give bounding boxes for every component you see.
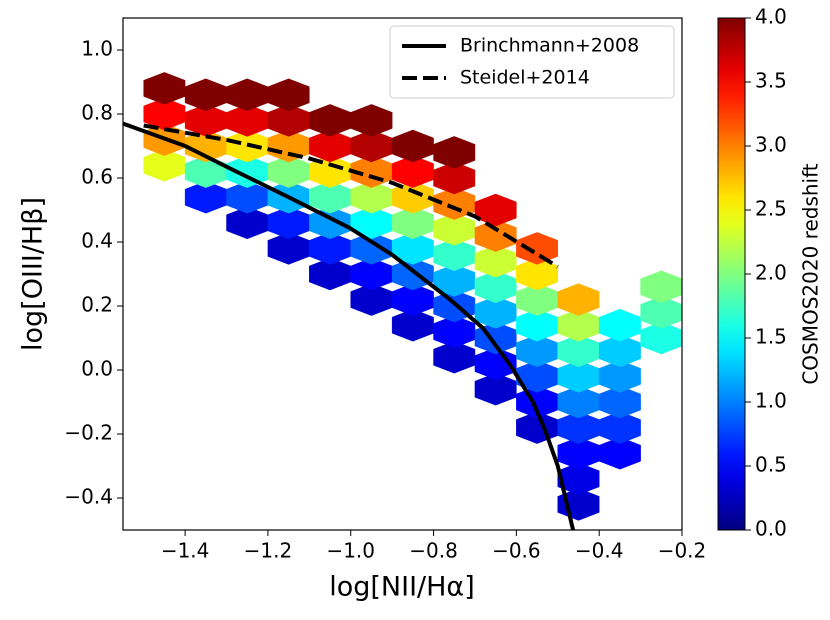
y-tick-label: −0.4	[64, 485, 113, 509]
legend-box	[389, 25, 675, 99]
x-tick-label: −0.6	[492, 539, 541, 563]
hexbin	[433, 340, 476, 374]
line	[123, 121, 576, 530]
hexbin	[350, 104, 393, 137]
hexbin	[391, 308, 434, 342]
hexbin	[226, 78, 269, 112]
y-axis-label: log[OIII/Hβ]	[18, 197, 49, 351]
hexbin	[557, 283, 600, 316]
hexbin	[640, 296, 682, 329]
line	[143, 123, 559, 269]
line-layer	[123, 121, 576, 530]
hexbin	[640, 321, 682, 355]
colorbar-tick-label: 1.0	[755, 389, 787, 413]
hexbin	[391, 257, 434, 291]
y-tick-label: 0.6	[81, 165, 113, 189]
hexbin	[391, 180, 434, 214]
hexbin	[433, 238, 476, 272]
hexbin	[598, 308, 641, 342]
colorbar-tick-label: 3.0	[755, 133, 787, 157]
hexbin	[474, 219, 517, 252]
colorbar-tick-label: 1.5	[755, 325, 787, 349]
x-tick-label: −0.4	[575, 539, 624, 563]
y-tick-label: 1.0	[81, 37, 113, 61]
hexbin	[309, 104, 351, 137]
hexbin	[184, 78, 227, 112]
colorbar-tick-label: 0.5	[755, 453, 787, 477]
y-tick-label: −0.2	[64, 421, 113, 445]
colorbar-tick-label: 4.0	[755, 5, 787, 29]
hexbin	[598, 360, 641, 393]
hexbin	[474, 193, 517, 227]
colorbar	[717, 17, 746, 531]
y-tick-label: 0.2	[81, 293, 113, 317]
plot-frame	[122, 17, 683, 531]
x-tick-label: −0.2	[658, 539, 707, 563]
hexbin	[267, 78, 310, 112]
hexbin	[433, 212, 476, 246]
hexbin	[598, 385, 641, 419]
hexbin	[433, 187, 476, 220]
hexbin	[516, 232, 559, 265]
hexbin	[391, 232, 434, 265]
legend-label: Steidel+2014	[460, 67, 590, 89]
x-axis-label: log[NII/Hα]	[329, 572, 475, 603]
legend-label: Brinchmann+2008	[460, 35, 639, 57]
y-tick-label: 0.8	[81, 101, 113, 125]
colorbar-tick-label: 2.0	[755, 261, 787, 285]
hexbin	[391, 129, 434, 163]
colorbar-tick-label: 0.0	[755, 517, 787, 541]
y-tick-label: 0.0	[81, 357, 113, 381]
hexbin	[143, 72, 186, 105]
x-tick-label: −0.8	[409, 539, 458, 563]
hexbin	[640, 270, 682, 304]
colorbar-tick-label: 2.5	[755, 197, 787, 221]
hexbin-layer	[143, 72, 682, 521]
hexbin	[433, 161, 476, 195]
hexbin	[598, 411, 641, 444]
hexbin	[391, 155, 434, 188]
hexbin	[433, 264, 476, 297]
hexbin	[598, 436, 641, 470]
x-tick-label: −1.0	[326, 539, 375, 563]
colorbar-tick-label: 3.5	[755, 69, 787, 93]
hexbin	[433, 136, 476, 169]
hexbin	[391, 283, 434, 316]
legend: Brinchmann+2008 Steidel+2014	[389, 25, 675, 99]
x-tick-label: −1.4	[161, 539, 210, 563]
colorbar-label: COSMOS2020 redshift	[799, 163, 823, 384]
x-tick-label: −1.2	[244, 539, 293, 563]
y-tick-label: 0.4	[81, 229, 113, 253]
hexbin	[143, 148, 186, 182]
hexbin	[391, 206, 434, 240]
